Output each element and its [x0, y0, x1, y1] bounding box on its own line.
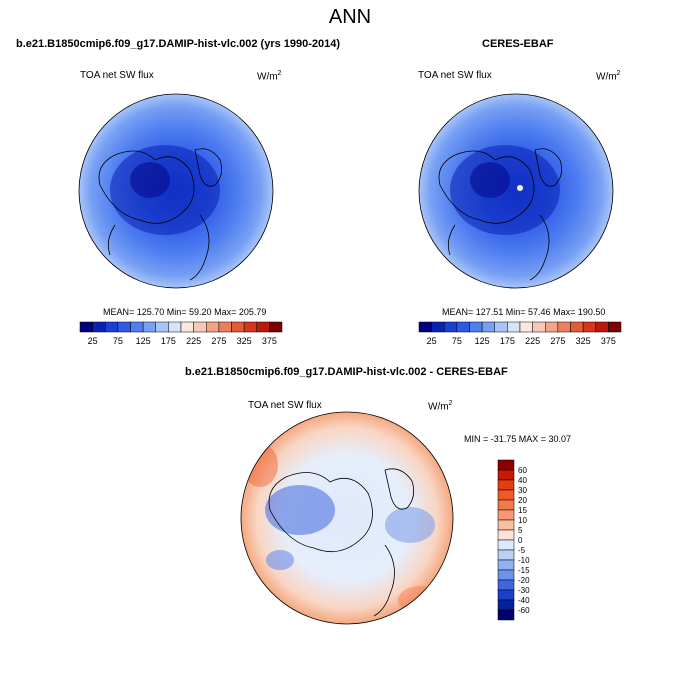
colorbar-box — [608, 321, 622, 333]
colorbar-box — [418, 321, 432, 333]
colorbar-box — [231, 321, 245, 333]
colorbar-tick-label: 275 — [211, 336, 226, 346]
colorbar-tick-label: 125 — [475, 336, 490, 346]
colorbar-box — [117, 321, 131, 333]
colorbar-box — [256, 321, 270, 333]
colorbar-box — [456, 321, 470, 333]
colorbar-box — [218, 321, 232, 333]
colorbar-box — [79, 321, 93, 333]
obs-panel-title: CERES-EBAF — [482, 38, 554, 50]
colorbar-box — [507, 321, 521, 333]
colorbar-box — [497, 579, 515, 591]
colorbar-tick-label: 15 — [518, 506, 527, 515]
obs-polar-map — [418, 93, 614, 289]
colorbar-box — [92, 321, 106, 333]
colorbar-tick-label: 10 — [518, 516, 527, 525]
colorbar-box — [168, 321, 182, 333]
colorbar-tick-label: -60 — [518, 606, 530, 615]
colorbar-box — [497, 559, 515, 571]
colorbar-box — [497, 499, 515, 511]
colorbar-tick-label: 325 — [237, 336, 252, 346]
model-variable-label: TOA net SW flux — [80, 70, 154, 81]
colorbar-tick-label: 5 — [518, 526, 523, 535]
colorbar-tick-label: 325 — [576, 336, 591, 346]
colorbar-box — [570, 321, 584, 333]
obs-units-label: W/m2 — [596, 70, 621, 83]
colorbar-box — [497, 589, 515, 601]
diff-units-label: W/m2 — [428, 400, 453, 413]
colorbar-box — [130, 321, 144, 333]
colorbar-box — [444, 321, 458, 333]
diff-panel-title: b.e21.B1850cmip6.f09_g17.DAMIP-hist-vlc.… — [185, 366, 508, 378]
colorbar-box — [497, 459, 515, 471]
colorbar-box — [497, 539, 515, 551]
colorbar-box — [595, 321, 609, 333]
colorbar-box — [582, 321, 596, 333]
colorbar-tick-label: -40 — [518, 596, 530, 605]
colorbar-box — [180, 321, 194, 333]
colorbar-tick-label: 375 — [262, 336, 277, 346]
colorbar-box — [469, 321, 483, 333]
colorbar-tick-label: 20 — [518, 496, 527, 505]
colorbar-tick-label: 175 — [500, 336, 515, 346]
colorbar-tick-label: 175 — [161, 336, 176, 346]
colorbar-box — [497, 549, 515, 561]
model-stats: MEAN= 125.70 Min= 59.20 Max= 205.79 — [103, 307, 267, 317]
colorbar-tick-label: 30 — [518, 486, 527, 495]
colorbar-tick-label: 75 — [452, 336, 462, 346]
model-units-label: W/m2 — [257, 70, 282, 83]
colorbar-box — [497, 599, 515, 611]
colorbar-tick-label: -15 — [518, 566, 530, 575]
colorbar-box — [494, 321, 508, 333]
colorbar-tick-label: -20 — [518, 576, 530, 585]
colorbar-tick-label: 275 — [550, 336, 565, 346]
colorbar-box — [481, 321, 495, 333]
colorbar-box — [557, 321, 571, 333]
colorbar-tick-label: 225 — [186, 336, 201, 346]
colorbar-tick-label: 225 — [525, 336, 540, 346]
colorbar-box — [532, 321, 546, 333]
diff-variable-label: TOA net SW flux — [248, 400, 322, 411]
colorbar-box — [155, 321, 169, 333]
colorbar-box — [519, 321, 533, 333]
colorbar-box — [497, 569, 515, 581]
colorbar-box — [243, 321, 257, 333]
colorbar-tick-label: 75 — [113, 336, 123, 346]
colorbar-box — [497, 489, 515, 501]
colorbar-box — [497, 519, 515, 531]
colorbar-tick-label: 0 — [518, 536, 523, 545]
colorbar-tick-label: 40 — [518, 476, 527, 485]
colorbar-box — [105, 321, 119, 333]
model-panel-title: b.e21.B1850cmip6.f09_g17.DAMIP-hist-vlc.… — [16, 38, 341, 50]
colorbar-box — [142, 321, 156, 333]
colorbar-tick-label: -5 — [518, 546, 526, 555]
obs-colorbar: 25 75 125 175 225 275 325 375 — [418, 321, 622, 346]
colorbar-box — [497, 469, 515, 481]
colorbar-tick-label: 60 — [518, 466, 527, 475]
model-colorbar: 25 75 125 175 225 275 325 375 — [79, 321, 283, 346]
colorbar-box — [497, 479, 515, 491]
colorbar-tick-label: -10 — [518, 556, 530, 565]
colorbar-box — [497, 529, 515, 541]
colorbar-box — [269, 321, 283, 333]
colorbar-box — [206, 321, 220, 333]
colorbar-tick-label: 25 — [427, 336, 437, 346]
colorbar-tick-label: 25 — [88, 336, 98, 346]
colorbar-box — [193, 321, 207, 333]
diff-stats: MIN = -31.75 MAX = 30.07 — [464, 434, 572, 444]
model-polar-map — [78, 93, 274, 289]
colorbar-tick-label: -30 — [518, 586, 530, 595]
colorbar-tick-label: 375 — [601, 336, 616, 346]
diff-polar-map — [240, 411, 454, 625]
obs-variable-label: TOA net SW flux — [418, 70, 492, 81]
colorbar-tick-label: 125 — [136, 336, 151, 346]
colorbar-box — [497, 509, 515, 521]
obs-stats: MEAN= 127.51 Min= 57.46 Max= 190.50 — [442, 307, 606, 317]
colorbar-box — [545, 321, 559, 333]
colorbar-box — [431, 321, 445, 333]
colorbar-box — [497, 609, 515, 621]
page-title: ANN — [328, 6, 372, 28]
